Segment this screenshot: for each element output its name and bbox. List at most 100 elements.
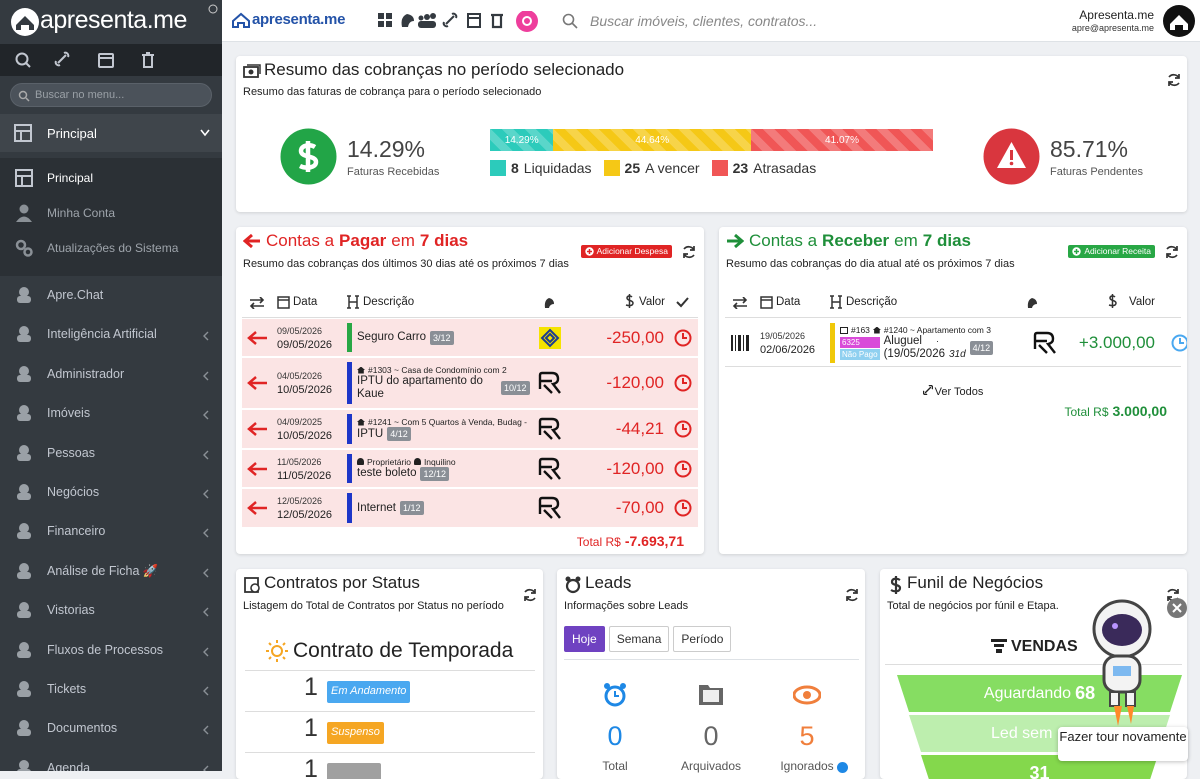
ellipse-shape bbox=[1102, 614, 1142, 646]
user-avatar[interactable] bbox=[1162, 4, 1196, 38]
menu-item[interactable]: Documentos bbox=[0, 709, 222, 747]
column-header: Descrição bbox=[363, 296, 415, 308]
menu-item[interactable]: Negócios bbox=[0, 473, 222, 511]
person-role: Inquilino bbox=[423, 456, 456, 467]
account-logo bbox=[538, 496, 562, 523]
menu-item[interactable]: Tickets bbox=[0, 670, 222, 708]
stage-count: 31 bbox=[1029, 763, 1050, 779]
period-tab[interactable]: Semana bbox=[608, 626, 670, 652]
menu-icon-svg bbox=[17, 365, 31, 382]
chevron bbox=[202, 408, 210, 423]
refresh-button[interactable] bbox=[1164, 244, 1180, 263]
sun-icon bbox=[266, 640, 288, 662]
brand-logo[interactable] bbox=[10, 7, 40, 37]
chevron bbox=[202, 763, 210, 771]
menu-item[interactable]: Financeiro bbox=[0, 512, 222, 550]
submenu-item[interactable]: Minha Conta bbox=[0, 195, 222, 230]
brand-name[interactable]: apresenta.me bbox=[40, 6, 187, 34]
path-shape bbox=[625, 294, 634, 308]
menu-item[interactable]: Administrador bbox=[0, 355, 222, 393]
menu-icon bbox=[14, 521, 34, 544]
refresh-button[interactable] bbox=[522, 587, 538, 603]
path-shape bbox=[142, 52, 154, 68]
circle-shape bbox=[15, 239, 27, 251]
clock-icon bbox=[674, 329, 692, 350]
circle-shape bbox=[208, 4, 218, 14]
menu-open-item[interactable]: Principal bbox=[0, 114, 222, 152]
description: Aluguel bbox=[883, 335, 922, 347]
user-name[interactable]: Apresenta.me bbox=[1079, 8, 1154, 22]
path-shape bbox=[538, 371, 561, 394]
rect-shape bbox=[17, 414, 31, 422]
clock-icon bbox=[1171, 334, 1187, 355]
submenu-item[interactable]: Principal bbox=[0, 160, 222, 195]
path-shape bbox=[846, 589, 858, 601]
rect-shape bbox=[14, 124, 32, 142]
logo-col-icon-svg bbox=[1027, 298, 1037, 308]
refresh-button[interactable] bbox=[1166, 72, 1182, 88]
circle-shape bbox=[15, 52, 29, 66]
menu-item[interactable]: Vistorias bbox=[0, 591, 222, 629]
g-shape bbox=[731, 335, 749, 351]
check-icon-svg bbox=[676, 297, 689, 308]
total-label: Total R$ bbox=[1064, 405, 1109, 419]
tour-close[interactable] bbox=[1166, 597, 1188, 619]
menu-item[interactable]: Inteligência Artificial bbox=[0, 315, 222, 353]
column-header: Descrição bbox=[846, 296, 898, 308]
add-button[interactable]: Adicionar Receita bbox=[1068, 245, 1155, 258]
pay-arrow bbox=[246, 330, 268, 349]
menu-icon bbox=[14, 718, 34, 741]
menu-item[interactable]: Fluxos de Processos bbox=[0, 631, 222, 669]
card-subtitle: Resumo das cobranças do dia atual até os… bbox=[726, 258, 1015, 270]
path-shape bbox=[538, 496, 561, 519]
top-logo[interactable] bbox=[232, 12, 250, 28]
menu-item[interactable]: Pessoas bbox=[0, 434, 222, 472]
description-block: Internet 1/12 bbox=[357, 489, 537, 527]
title-part: Contas a bbox=[749, 231, 818, 250]
period-tab[interactable]: Período bbox=[673, 626, 732, 652]
menu-item[interactable]: Análise de Ficha 🚀 bbox=[0, 552, 222, 590]
toolbar-icons[interactable] bbox=[376, 11, 546, 33]
header-line bbox=[725, 317, 1181, 318]
logo-col-icon bbox=[1026, 295, 1038, 312]
circle-shape bbox=[19, 326, 29, 337]
date: 10/05/2026 bbox=[277, 384, 333, 396]
view-all-link[interactable]: Ver Todos bbox=[719, 384, 1187, 398]
received-icon bbox=[280, 128, 337, 185]
chevron-svg bbox=[203, 765, 209, 771]
pay-arrow-svg bbox=[247, 461, 267, 476]
add-button[interactable]: Adicionar Despesa bbox=[580, 245, 672, 258]
tour-astronaut[interactable] bbox=[1082, 594, 1166, 728]
legend-label: A vencer bbox=[645, 160, 700, 176]
menu-item[interactable]: Agenda bbox=[0, 749, 222, 771]
circle-shape bbox=[604, 685, 626, 707]
contract-count: 1 bbox=[304, 755, 318, 779]
receivables-card: Contas a Receber em 7 dias Resumo das cobran… bbox=[719, 227, 1187, 554]
menu-icon bbox=[14, 124, 32, 142]
submenu-icon-svg bbox=[16, 204, 32, 222]
account-logo-svg bbox=[538, 457, 561, 480]
period-tab[interactable]: Hoje bbox=[564, 626, 605, 652]
rect-shape bbox=[378, 13, 384, 19]
menu-label: Pessoas bbox=[47, 445, 95, 460]
top-brand[interactable]: apresenta.me bbox=[252, 11, 346, 28]
card-subtitle: Listagem do Total de Contratos por Statu… bbox=[243, 600, 504, 612]
quick-icons[interactable] bbox=[14, 51, 154, 69]
menu-icon-svg bbox=[17, 287, 31, 303]
menu-item[interactable]: Imóveis bbox=[0, 394, 222, 432]
column-header: Data bbox=[293, 296, 318, 308]
refresh-button[interactable] bbox=[681, 244, 697, 263]
menu-search[interactable]: Buscar no menu... bbox=[10, 83, 212, 107]
submenu-item[interactable]: Atualizações do Sistema bbox=[0, 230, 222, 265]
search-icon bbox=[562, 13, 578, 29]
tour-button[interactable]: Fazer tour novamente bbox=[1058, 727, 1188, 761]
path-shape bbox=[544, 298, 554, 308]
title-part: Contas a bbox=[266, 231, 335, 250]
submenu-label: Atualizações do Sistema bbox=[47, 241, 179, 255]
path-shape bbox=[247, 376, 267, 390]
circle-shape bbox=[19, 365, 29, 376]
menu-item[interactable]: Apre.Chat bbox=[0, 276, 222, 314]
refresh-button[interactable] bbox=[844, 587, 860, 603]
global-search-placeholder[interactable]: Buscar imóveis, clientes, contratos... bbox=[590, 13, 818, 29]
rect-shape bbox=[731, 335, 733, 351]
